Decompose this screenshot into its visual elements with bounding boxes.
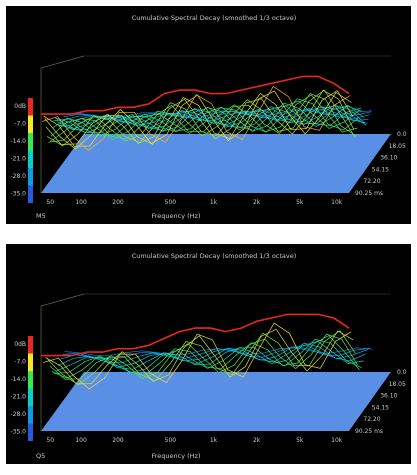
y-colorbar-segment [28,168,33,186]
y-tick-label: -35.0 [10,191,26,198]
x-tick-label: 1k [210,199,218,206]
x-tick-label: 1k [210,437,218,444]
decay-slice-5 [47,89,356,147]
x-tick-label: 100 [75,199,87,206]
x-tick-label: 100 [75,437,87,444]
x-tick-label: 5k [296,437,304,444]
decay-slice-9 [52,100,361,137]
y-colorbar-segment [28,353,33,371]
csd-chart-m5: Cumulative Spectral Decay (smoothed 1/3 … [10,14,407,220]
y-colorbar-segment [28,388,33,406]
decay-slice-1 [43,322,352,390]
x-tick-label: 50 [46,437,54,444]
decay-slice-0 [41,75,350,115]
decay-slice-7 [49,94,358,143]
y-tick-label: -21.0 [10,394,26,401]
y-colorbar-segment [28,423,33,441]
decay-slice-4 [45,89,355,145]
decay-slice-6 [53,338,362,375]
time-tick-label: 18.05 [389,381,406,388]
decay-slice-5 [51,335,360,379]
panel-label: M5 [36,212,46,220]
time-tick-label: 90.25 ms [355,190,383,197]
y-tick-label: -28.0 [10,173,26,180]
decay-slice-0 [41,313,350,357]
axis-frame [40,293,85,431]
y-colorbar-segment [28,150,33,168]
chart-title: Cumulative Spectral Decay (smoothed 1/3 … [132,252,297,260]
x-tick-label: 50 [46,199,54,206]
chart-title: Cumulative Spectral Decay (smoothed 1/3 … [132,14,297,22]
time-tick-label: 54.15 [372,166,389,173]
time-tick-label: 18.05 [389,143,406,150]
y-tick-label: -14.0 [10,376,26,383]
y-tick-label: -35.0 [10,429,26,436]
decay-slice-8 [50,98,359,140]
x-tick-label: 5k [296,199,304,206]
x-tick-label: 2k [253,437,261,444]
decay-slice-13 [57,104,366,130]
x-tick-label: 10k [331,199,343,206]
time-tick-label: 0.0 [397,369,407,376]
x-axis-label: Frequency (Hz) [151,212,200,220]
time-tick-label: 90.25 ms [355,428,383,435]
csd-panel-m5: Cumulative Spectral Decay (smoothed 1/3 … [6,6,411,224]
csd-panel-q5: Cumulative Spectral Decay (smoothed 1/3 … [6,244,411,464]
x-tick-label: 500 [165,437,177,444]
decay-slice-2 [45,328,354,385]
y-tick-label: -14.0 [10,138,26,145]
y-colorbar-segment [28,406,33,424]
y-tick-label: -7.0 [14,359,26,366]
time-tick-label: 54.15 [372,404,389,411]
y-colorbar-segment [28,185,33,203]
floor-plane [41,134,391,193]
y-colorbar-segment [28,336,33,354]
decay-slice-6 [48,93,357,143]
decay-slice-1 [42,86,351,151]
y-colorbar-segment [28,98,33,116]
floor-plane [41,372,391,431]
y-colorbar-segment [28,371,33,389]
y-tick-label: -28.0 [10,411,26,418]
csd-chart-q5: Cumulative Spectral Decay (smoothed 1/3 … [10,252,407,460]
time-tick-label: 72.20 [363,178,380,185]
x-tick-label: 200 [112,437,124,444]
time-tick-label: 36.10 [380,393,397,400]
y-tick-label: -7.0 [14,121,26,128]
x-tick-label: 2k [253,199,261,206]
x-tick-label: 200 [112,199,124,206]
x-tick-label: 500 [165,199,177,206]
decay-slice-10 [62,346,371,360]
time-tick-label: 72.20 [363,416,380,423]
y-tick-label: 0dB [14,103,26,110]
y-tick-label: -21.0 [10,156,26,163]
decay-slice-4 [49,333,358,380]
axis-frame [40,55,85,193]
time-tick-label: 0.0 [397,131,407,138]
decay-slice-3 [47,330,356,386]
panel-label: Q5 [36,452,45,460]
x-axis-label: Frequency (Hz) [151,452,200,460]
decay-slice-11 [64,347,373,356]
time-tick-label: 36.10 [380,155,397,162]
x-tick-label: 10k [331,437,343,444]
y-colorbar-segment [28,115,33,133]
y-tick-label: 0dB [14,341,26,348]
y-colorbar-segment [28,133,33,151]
